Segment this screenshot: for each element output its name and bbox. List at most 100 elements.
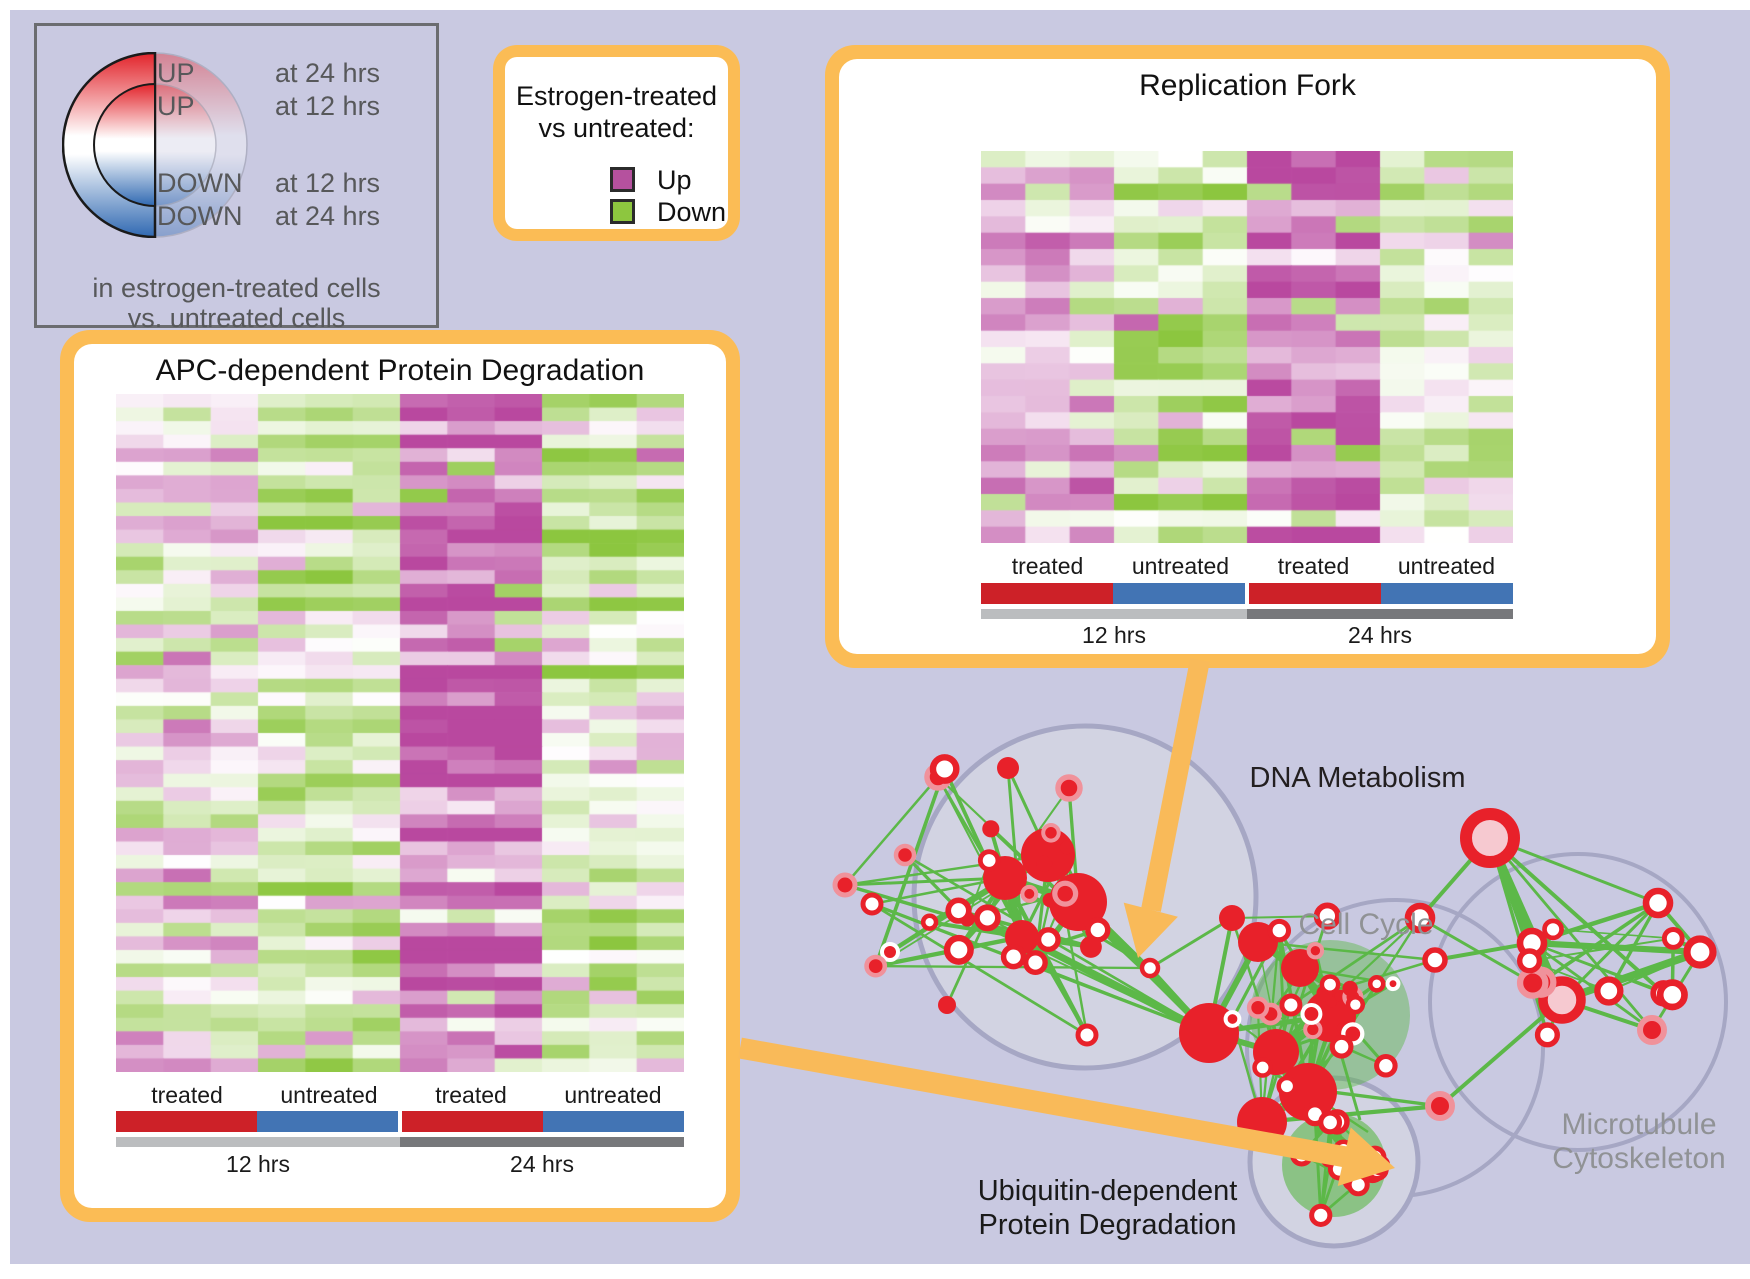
gene-node-ringWhite [1683, 935, 1717, 969]
gene-node-ringWhite [929, 754, 960, 784]
ring-row-word: DOWN [157, 168, 243, 198]
gene-node-corePink [1460, 808, 1520, 868]
up-down-rings-icon [62, 52, 248, 238]
gene-node-ringWhite [860, 892, 884, 916]
gene-node-solid [1179, 1003, 1239, 1063]
dna-cluster-circle [911, 723, 1259, 1071]
gene-node-whiteRim [1300, 1002, 1323, 1025]
group-label: untreated [1397, 553, 1496, 579]
treated-bar [981, 583, 1113, 604]
gene-node-pinkRim [1259, 1002, 1282, 1026]
gene-node-ringWhite [1075, 1023, 1099, 1047]
cell-cycle-label: Cell Cycle [1298, 908, 1434, 941]
gene-node-ringWhite [920, 913, 939, 931]
gene-node-ringWhite [1309, 1203, 1333, 1227]
gene-node-pinkRim [893, 843, 917, 867]
gene-node-pinkRim [924, 763, 952, 791]
gene-node-solid [1219, 905, 1245, 931]
gene-node-pinkRim [1342, 986, 1364, 1008]
gene-node-ringWhite [1534, 1022, 1560, 1048]
gene-node-ringWhite [1022, 950, 1048, 975]
treated-bar [1249, 583, 1381, 604]
ring-row-word: UP [157, 58, 195, 88]
gene-node-ringWhite [1329, 1034, 1354, 1059]
apc-heatmap [116, 394, 684, 1072]
gene-node-ringWhite [1279, 993, 1303, 1017]
gene-node-ringWhite [1290, 1143, 1314, 1167]
gene-node-solid [1304, 990, 1356, 1042]
gene-node-whiteRim [1223, 1010, 1242, 1028]
rf-treatment-bar [981, 583, 1513, 604]
ring-legend-box: UP at 24 hrs UP at 12 hrs DOWN at 12 hrs… [34, 23, 439, 333]
mt-cluster-circle [1428, 852, 1728, 1152]
figure-canvas: UP at 24 hrs UP at 12 hrs DOWN at 12 hrs… [10, 10, 1750, 1264]
gene-node-ringWhite [1374, 1053, 1398, 1078]
down-label: Down [657, 197, 727, 227]
gene-node-ringWhite [943, 934, 974, 965]
group-label: untreated [1131, 553, 1230, 579]
gene-node-pinkRim [1020, 884, 1039, 903]
untreated-bar [543, 1111, 684, 1132]
rf-time-labels: 12 hrs 24 hrs [981, 622, 1513, 649]
gene-node-ringWhite [1367, 975, 1386, 993]
gene-node-ringWhite [1000, 944, 1027, 970]
gene-node-solid [938, 996, 956, 1014]
12hrs-label: 12 hrs [1082, 622, 1146, 648]
gene-node-solid [1281, 949, 1319, 987]
gene-node-ringWhite [1276, 1075, 1298, 1097]
gene-node-solid [1342, 980, 1358, 997]
group-label: treated [1011, 553, 1084, 579]
rf-heatmap [981, 151, 1513, 543]
gene-node-solid [1316, 985, 1333, 1002]
gene-node-whiteRim [1341, 1022, 1365, 1046]
apc-time-bar [116, 1137, 684, 1147]
gene-node-ringWhite [1594, 976, 1624, 1006]
gene-node-ringWhite [977, 849, 1001, 872]
apc-time-labels: 12 hrs 24 hrs [116, 1151, 684, 1178]
gene-node-solid [997, 757, 1019, 779]
apc-panel-title: APC-dependent Protein Degradation [155, 354, 645, 387]
apc-treatment-bar [116, 1111, 684, 1132]
treated-bar [402, 1111, 543, 1132]
gene-node-solid [1336, 1021, 1351, 1036]
ring-row-time: at 12 hrs [275, 168, 381, 198]
panel-arrow-shaft [1141, 658, 1210, 912]
gene-node-ringWhite [1302, 1102, 1328, 1127]
gene-node-ringWhite [1252, 1057, 1273, 1078]
rf-time-bar [981, 609, 1513, 619]
ring-row-word: UP [157, 91, 195, 121]
gene-node-ringWhite [1650, 980, 1677, 1007]
updown-legend-title-line2: vs untreated: [538, 113, 695, 143]
gene-node-ringWhite [1035, 927, 1061, 953]
ring-legend-footer-line2: vs. untreated cells [127, 303, 346, 333]
group-label: untreated [280, 1082, 378, 1108]
gene-node-pinkRim [832, 872, 858, 898]
cc-cluster-circle [1245, 898, 1545, 1198]
gene-node-whiteRim [880, 942, 900, 962]
gene-node-solid [1021, 828, 1075, 882]
ub-cluster-circle [1247, 1075, 1421, 1249]
12hrs-bar [116, 1137, 400, 1147]
gene-node-solid [1005, 920, 1039, 954]
gene-node-pinkRim [1246, 996, 1270, 1019]
updown-legend-inner: Estrogen-treated vs untreated: Up Down [505, 57, 728, 229]
panel-arrow-shaft [738, 1037, 1348, 1168]
gene-node-solid [1049, 873, 1107, 931]
24hrs-label: 24 hrs [510, 1151, 574, 1177]
gene-node-solid [1279, 1063, 1337, 1121]
gene-node-pinkRim [1516, 967, 1549, 999]
gene-node-ringWhite [1656, 979, 1688, 1011]
gene-node-solid [1334, 989, 1347, 1002]
12hrs-bar [981, 609, 1247, 619]
group-label: treated [435, 1082, 507, 1108]
gene-node-ringWhite [1318, 1110, 1343, 1135]
gene-node-ringWhite [1139, 957, 1161, 979]
gene-node-ringWhite [1332, 1139, 1355, 1161]
gene-node-solid [959, 911, 975, 927]
gene-node-ringWhite [1345, 995, 1366, 1015]
gene-node-ringWhite [1333, 1149, 1355, 1171]
gene-node-ringWhite [1365, 1157, 1389, 1181]
gene-node-ringWhite [1085, 917, 1111, 943]
gene-node-solid [1238, 922, 1278, 962]
gene-node-solid [1059, 840, 1074, 855]
